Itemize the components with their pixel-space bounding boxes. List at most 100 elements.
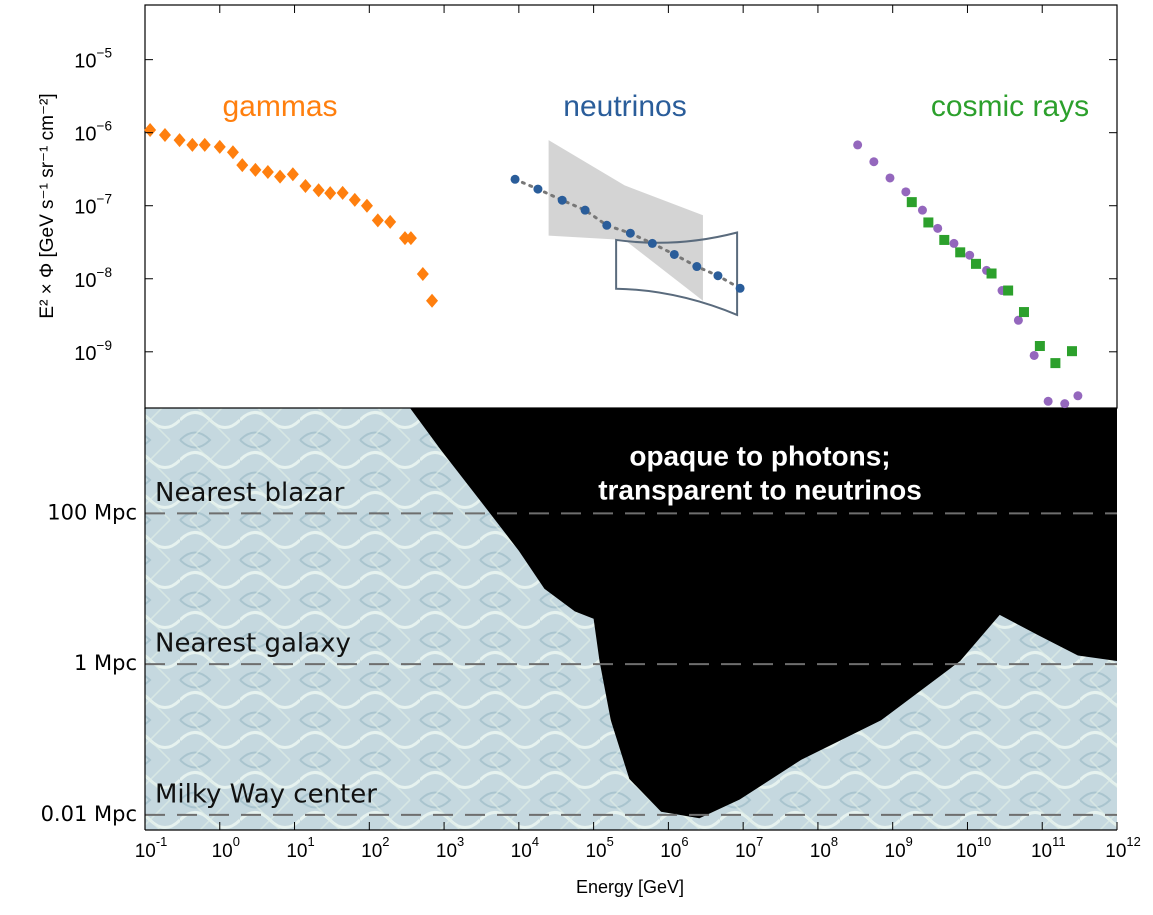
tick-base: 10: [1105, 841, 1126, 862]
point: [1060, 399, 1069, 408]
tick-base: 10: [885, 841, 906, 862]
tick-label: 10−8: [74, 264, 112, 292]
point: [558, 196, 567, 205]
point: [581, 206, 590, 215]
point: [533, 185, 542, 194]
point: [1019, 307, 1029, 317]
tick-exponent: 11: [1052, 834, 1065, 849]
point: [853, 140, 862, 149]
tick-exponent: 2: [382, 834, 389, 849]
tick-exponent: −8: [97, 264, 113, 279]
tick-exponent: 10: [977, 834, 991, 849]
point: [713, 271, 722, 280]
tick-exponent: -1: [156, 834, 167, 849]
y-tick-label: 100 Mpc: [47, 500, 137, 524]
point: [1073, 391, 1082, 400]
tick-base: 10: [660, 841, 681, 862]
tick-label: 104: [511, 834, 539, 862]
tick-exponent: 0: [233, 834, 240, 849]
point: [869, 157, 878, 166]
point: [933, 224, 942, 233]
point: [923, 217, 933, 227]
point: [1035, 341, 1045, 351]
point: [949, 239, 958, 248]
point: [1030, 351, 1039, 360]
tick-label: 102: [361, 834, 389, 862]
tick-label: 10−7: [74, 191, 112, 219]
tick-base: 10: [1031, 841, 1052, 862]
series-label: cosmic rays: [931, 90, 1089, 123]
tick-label: 1010: [956, 834, 992, 862]
point: [1003, 286, 1013, 296]
reference-label: Nearest galaxy: [155, 629, 351, 659]
tick-exponent: 7: [756, 834, 763, 849]
point: [901, 187, 910, 196]
tick-base: 10: [74, 343, 96, 365]
tick-exponent: −6: [97, 118, 113, 133]
point: [987, 269, 997, 279]
tick-exponent: −5: [97, 45, 113, 60]
tick-base: 10: [286, 841, 307, 862]
tick-exponent: 12: [1126, 834, 1140, 849]
point: [939, 235, 949, 245]
point: [602, 221, 611, 230]
tick-label: 10-1: [135, 834, 168, 862]
point: [1067, 346, 1077, 356]
region-label: opaque to photons;: [629, 440, 890, 471]
tick-label: 10−9: [74, 337, 112, 365]
tick-label: 10−5: [74, 45, 112, 73]
tick-exponent: 4: [532, 834, 539, 849]
tick-base: 10: [436, 841, 457, 862]
tick-exponent: −9: [97, 337, 113, 352]
point: [907, 197, 917, 207]
point: [955, 247, 965, 257]
tick-label: 100: [212, 834, 240, 862]
chart: E² × Φ [GeV s⁻¹ sr⁻¹ cm⁻²] Energy [GeV] …: [0, 0, 1153, 910]
tick-base: 10: [74, 270, 96, 292]
tick-base: 10: [74, 197, 96, 219]
tick-label: 105: [585, 834, 613, 862]
tick-label: 107: [735, 834, 763, 862]
point: [918, 206, 927, 215]
point: [885, 173, 894, 182]
tick-label: 109: [885, 834, 913, 862]
tick-base: 10: [361, 841, 382, 862]
y-tick-label: 0.01 Mpc: [41, 802, 137, 826]
tick-base: 10: [74, 124, 96, 146]
reference-label: Milky Way center: [155, 779, 377, 809]
x-axis-label: Energy [GeV]: [576, 877, 684, 897]
tick-exponent: 9: [906, 834, 913, 849]
tick-exponent: 5: [607, 834, 614, 849]
point: [965, 251, 974, 260]
tick-label: 108: [810, 834, 838, 862]
tick-label: 1011: [1031, 834, 1066, 862]
tick-base: 10: [735, 841, 756, 862]
tick-base: 10: [585, 841, 606, 862]
tick-label: 106: [660, 834, 688, 862]
tick-exponent: 3: [457, 834, 464, 849]
tick-base: 10: [956, 841, 977, 862]
tick-label: 1012: [1105, 834, 1141, 862]
y-tick-label: 1 Mpc: [74, 651, 137, 675]
tick-base: 10: [74, 51, 96, 73]
region-label: transparent to neutrinos: [598, 474, 922, 505]
reference-label: Nearest blazar: [155, 478, 345, 508]
tick-label: 10−6: [74, 118, 112, 146]
point: [1014, 316, 1023, 325]
tick-base: 10: [810, 841, 831, 862]
point: [648, 239, 657, 248]
tick-base: 10: [212, 841, 233, 862]
point: [1044, 397, 1053, 406]
point: [971, 259, 981, 269]
tick-base: 10: [511, 841, 532, 862]
tick-label: 103: [436, 834, 464, 862]
tick-exponent: 1: [308, 834, 315, 849]
series-label: gammas: [222, 90, 337, 123]
point: [670, 250, 679, 259]
point: [736, 284, 745, 293]
tick-base: 10: [135, 841, 156, 862]
tick-exponent: −7: [97, 191, 113, 206]
point: [626, 229, 635, 238]
tick-exponent: 6: [681, 834, 688, 849]
series-label: neutrinos: [563, 90, 686, 123]
